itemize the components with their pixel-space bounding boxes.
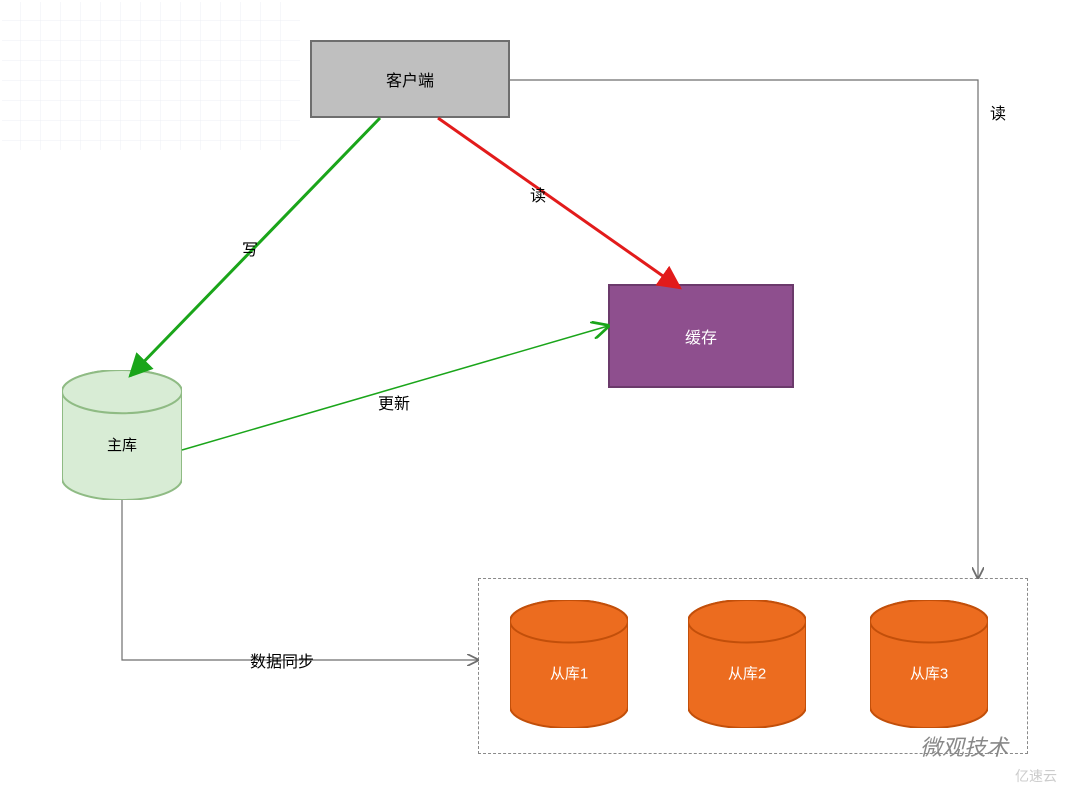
watermark-primary: 微观技术	[920, 730, 1008, 762]
edge-label-read-cache: 读	[530, 182, 546, 206]
grid-background	[0, 0, 300, 150]
node-client: 客户端	[310, 40, 510, 118]
node-master-db: 主库	[62, 370, 182, 500]
edge-label-sync: 数据同步	[250, 648, 314, 672]
edge-label-write: 写	[242, 236, 258, 260]
watermark-secondary: 亿速云	[1015, 766, 1057, 786]
diagram-canvas: 客户端 缓存 主库 从库1 从库2 从库3	[0, 0, 1080, 800]
node-cache: 缓存	[608, 284, 794, 388]
node-client-label: 客户端	[386, 67, 434, 91]
edge-label-read-slave: 读	[990, 100, 1006, 124]
edge-label-update: 更新	[378, 390, 410, 414]
node-cache-label: 缓存	[685, 324, 717, 348]
svg-text:主库: 主库	[107, 437, 137, 454]
slave-cluster-box	[478, 578, 1028, 754]
